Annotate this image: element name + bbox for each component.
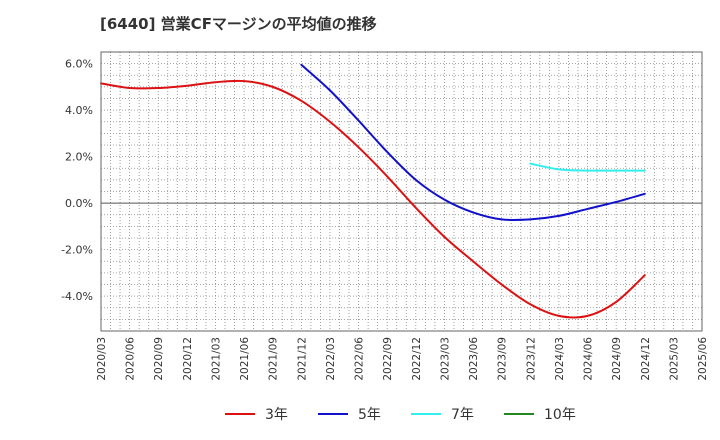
x-tick-label: 2020/03 <box>96 337 108 381</box>
plot-frame <box>100 51 703 332</box>
legend-label-1: 3年 <box>265 407 288 423</box>
y-tick-label: -2.0% <box>61 244 93 257</box>
x-tick-label: 2023/12 <box>525 337 537 381</box>
y-tick-label: -4.0% <box>61 290 93 303</box>
x-tick-label: 2024/06 <box>583 337 595 381</box>
legend-label-2: 5年 <box>358 407 381 423</box>
x-tick-label: 2025/03 <box>668 337 680 381</box>
x-tick-label: 2024/03 <box>554 337 566 381</box>
x-tick-label: 2021/09 <box>268 337 280 381</box>
x-tick-label: 2022/03 <box>325 337 337 381</box>
legend-label-3: 7年 <box>451 407 474 423</box>
y-tick-label: 6.0% <box>65 58 93 71</box>
chart-title: [6440] 営業CFマージンの平均値の推移 <box>100 15 377 33</box>
x-tick-label: 2020/12 <box>182 337 194 381</box>
y-tick-label: 2.0% <box>65 151 93 164</box>
x-tick-label: 2023/09 <box>497 337 509 381</box>
x-tick-label: 2020/09 <box>153 337 165 381</box>
x-tick-label: 2024/12 <box>640 337 652 381</box>
legend: 3年 5年 7年 10年 <box>225 407 576 423</box>
x-tick-label: 2020/06 <box>125 337 137 381</box>
axis-layer: -4.0% -2.0% 0.0% 2.0% 4.0% 6.0% 2020/03 2020/06… <box>61 51 709 381</box>
series-line-3 <box>529 162 646 172</box>
x-tick-label: 2025/06 <box>697 337 709 381</box>
series-line-1 <box>100 79 646 319</box>
x-tick-label: 2023/06 <box>468 337 480 381</box>
series-layer <box>100 63 646 319</box>
x-tick-label: 2021/03 <box>210 337 222 381</box>
x-tick-label: 2022/12 <box>411 337 423 381</box>
x-tick-label: 2023/03 <box>439 337 451 381</box>
series-line-2 <box>300 63 646 222</box>
x-tick-label: 2022/09 <box>382 337 394 381</box>
y-tick-label: 0.0% <box>65 197 93 210</box>
x-tick-label: 2022/06 <box>354 337 366 381</box>
x-tick-label: 2021/06 <box>239 337 251 381</box>
x-tick-label: 2024/09 <box>611 337 623 381</box>
legend-label-4: 10年 <box>544 407 576 423</box>
x-tick-label: 2021/12 <box>296 337 308 381</box>
grid-layer <box>100 51 703 332</box>
y-tick-label: 4.0% <box>65 104 93 117</box>
